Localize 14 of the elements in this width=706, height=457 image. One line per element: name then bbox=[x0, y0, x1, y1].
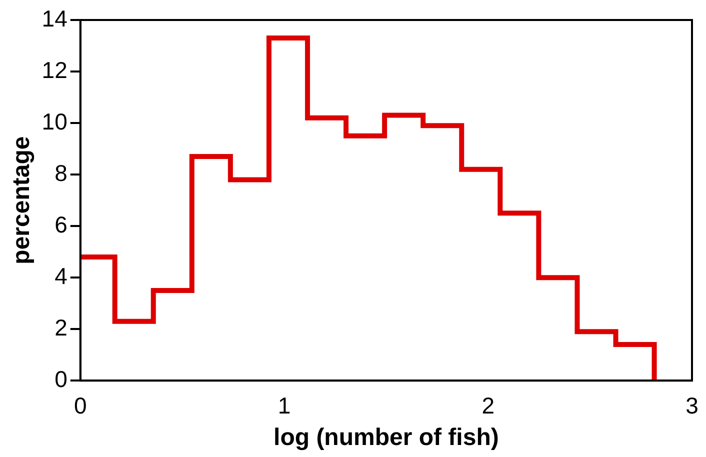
y-tick-label: 10 bbox=[42, 108, 68, 134]
y-tick-label: 6 bbox=[54, 211, 68, 238]
x-tick-label: 1 bbox=[278, 392, 291, 419]
x-axis-title: log (number of fish) bbox=[274, 424, 499, 452]
x-tick-label: 2 bbox=[482, 392, 495, 419]
x-tick-label: 3 bbox=[686, 392, 698, 419]
y-tick-label: 0 bbox=[54, 366, 68, 392]
y-tick-label: 4 bbox=[54, 262, 68, 289]
x-tick-label: 0 bbox=[74, 392, 87, 419]
y-tick-label: 2 bbox=[54, 314, 68, 340]
y-tick-label: 12 bbox=[42, 56, 68, 83]
y-tick-label: 14 bbox=[42, 5, 68, 32]
y-tick-label: 8 bbox=[54, 160, 68, 186]
y-axis-title: percentage bbox=[8, 136, 36, 264]
